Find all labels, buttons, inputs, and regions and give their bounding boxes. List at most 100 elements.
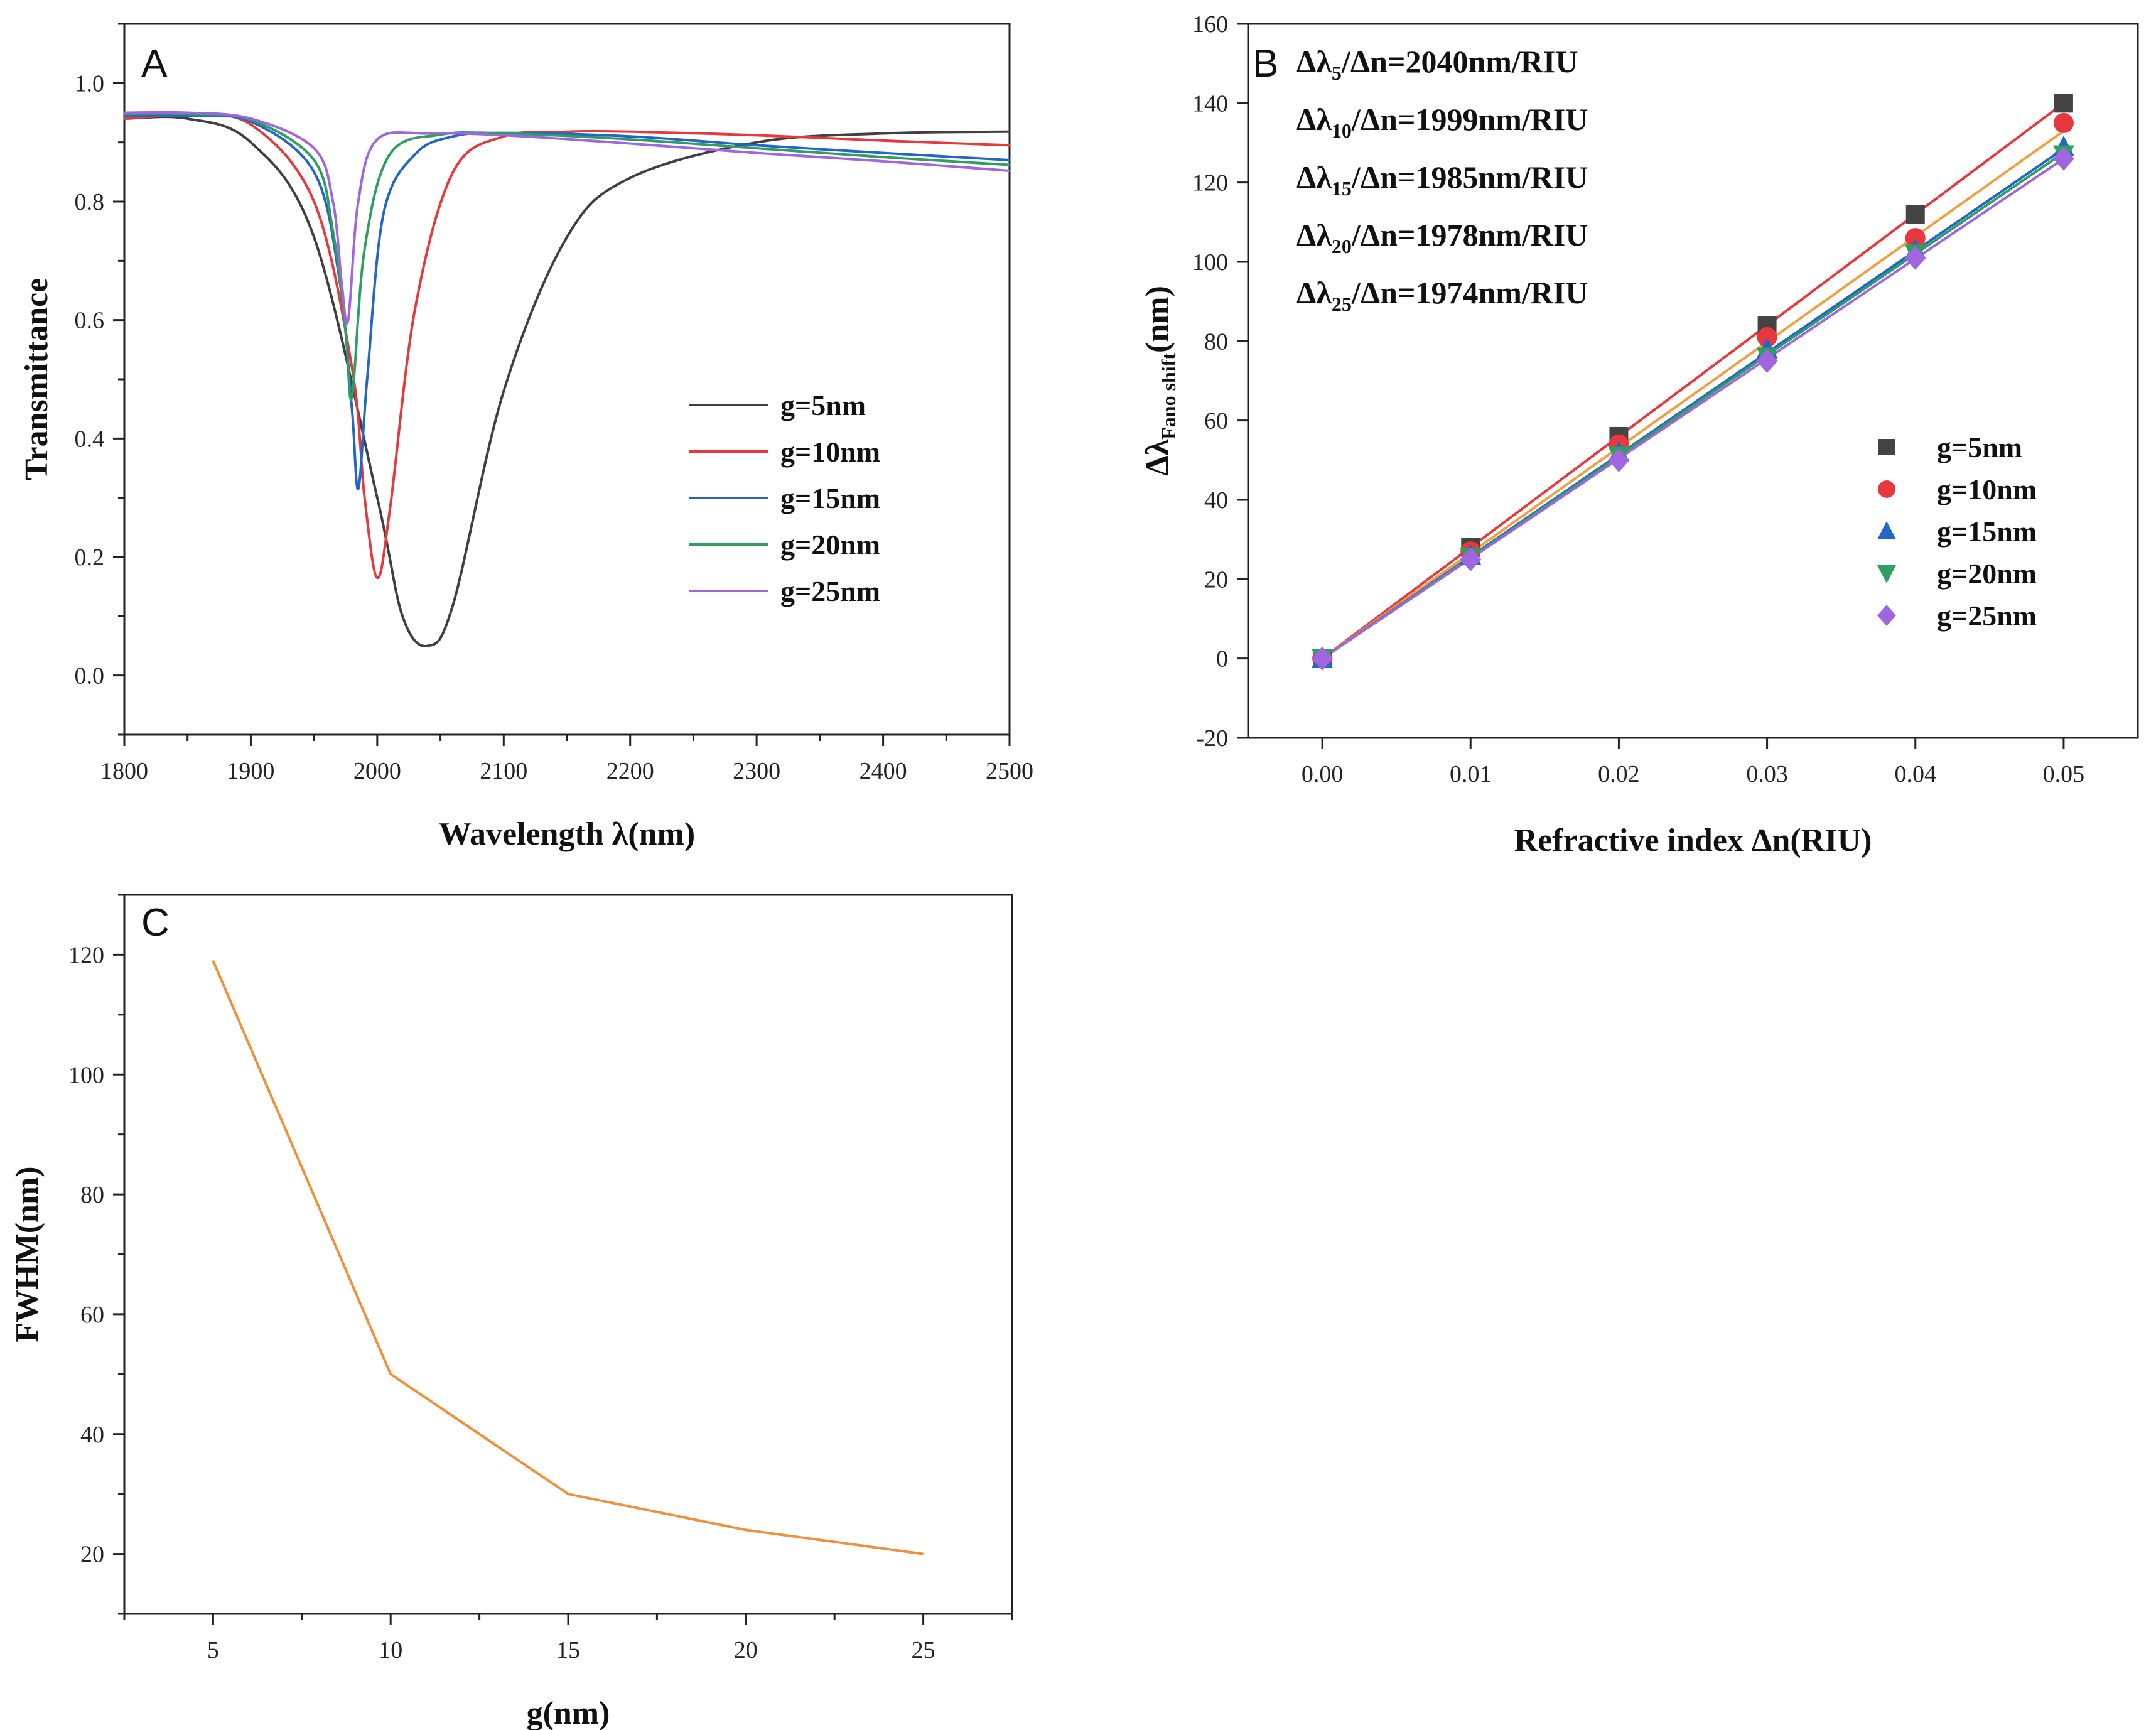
y-tick-label: 80 <box>80 1182 104 1208</box>
legend-label-4: g=20nm <box>780 529 880 561</box>
y-axis-title-sub: Fano shift <box>1157 353 1180 440</box>
x-tick-label: 0.00 <box>1302 761 1344 787</box>
plot-frame <box>123 894 1013 1615</box>
x-tick-label: 0.05 <box>2043 761 2085 787</box>
x-tick-label: 2500 <box>986 758 1033 784</box>
sensitivity-annotation-3: Δλ15/Δn=1985nm/RIU <box>1296 159 1588 200</box>
sensitivity-annotation-2: Δλ10/Δn=1999nm/RIU <box>1296 102 1588 142</box>
annotation-symbol: Δλ <box>1296 102 1332 137</box>
x-tick-label: 0.03 <box>1746 761 1788 787</box>
fit-line-1 <box>1321 102 2065 660</box>
legend-label-2: g=10nm <box>1937 473 2037 505</box>
x-tick-label: 1900 <box>227 758 274 784</box>
x-tick-label: 20 <box>734 1637 758 1663</box>
y-tick-label: -20 <box>1196 725 1228 752</box>
series-line-3 <box>124 114 1010 490</box>
annotation-value: /Δn=1978nm/RIU <box>1351 217 1588 252</box>
y-tick-label: 0 <box>1216 646 1228 673</box>
y-axis-title: ΔλFano shift(nm) <box>1140 286 1180 476</box>
annotation-value: /Δn=2040nm/RIU <box>1341 44 1578 79</box>
y-tick-label: 80 <box>1204 328 1228 355</box>
legend-marker-5 <box>1877 605 1896 626</box>
annotation-symbol: Δλ <box>1296 275 1332 310</box>
y-tick-label: 120 <box>1192 170 1228 197</box>
data-point-2-5 <box>1905 228 1926 249</box>
annotation-symbol: Δλ <box>1296 217 1332 252</box>
data-point-1-5 <box>1905 205 1925 224</box>
panel-b-sensitivity-chart: B 0.00 0.01 0.02 0.03 0.04 0.05 -20 0 20 40 60 80 10… <box>1140 11 2139 858</box>
data-point-1-6 <box>2054 94 2073 113</box>
panel-c-label: C <box>141 901 170 944</box>
x-axis-title: Refractive index Δn(RIU) <box>1514 823 1872 858</box>
x-tick-label: 0.01 <box>1450 761 1492 787</box>
annotation-subscript: 25 <box>1332 293 1352 315</box>
panel-a-label: A <box>141 42 168 85</box>
y-tick-label: 40 <box>1204 487 1228 514</box>
sensitivity-annotation-4: Δλ20/Δn=1978nm/RIU <box>1296 217 1588 257</box>
x-tick-label: 1800 <box>100 758 148 784</box>
y-tick-label: 100 <box>1192 249 1228 276</box>
x-tick-label: 2100 <box>480 758 527 784</box>
fit-line-2 <box>1321 129 2065 660</box>
x-tick-label: 15 <box>556 1637 580 1663</box>
panel-b-label: B <box>1253 42 1278 85</box>
legend-label-5: g=25nm <box>1937 600 2037 632</box>
x-axis-title: g(nm) <box>527 1695 610 1730</box>
fwhm-series-line <box>212 960 924 1555</box>
fit-line-5 <box>1321 158 2065 660</box>
data-point-5-6 <box>2052 146 2074 171</box>
annotation-symbol: Δλ <box>1296 159 1332 195</box>
y-tick-label: 100 <box>68 1062 104 1088</box>
annotation-symbol: Δλ <box>1296 44 1332 79</box>
series-line-4 <box>124 112 1010 401</box>
sensitivity-annotation-1: Δλ5/Δn=2040nm/RIU <box>1296 44 1578 84</box>
x-tick-label: 0.02 <box>1598 761 1640 787</box>
data-point-5-2 <box>1460 547 1482 571</box>
legend-marker-4 <box>1877 565 1896 583</box>
x-tick-label: 5 <box>207 1637 219 1663</box>
y-tick-label: 140 <box>1192 90 1228 117</box>
x-tick-label: 2000 <box>353 758 401 784</box>
annotation-subscript: 15 <box>1332 177 1352 200</box>
y-tick-label: 0.4 <box>75 426 105 452</box>
sensitivity-annotation-5: Δλ25/Δn=1974nm/RIU <box>1296 275 1588 315</box>
legend-label-1: g=5nm <box>1937 431 2022 463</box>
y-tick-label: 120 <box>68 942 104 968</box>
x-tick-label: 2200 <box>606 758 654 784</box>
legend-label-3: g=15nm <box>1937 516 2037 548</box>
y-tick-label: 60 <box>80 1302 104 1328</box>
legend-label-4: g=20nm <box>1937 558 2037 590</box>
y-tick-label: 160 <box>1192 11 1228 38</box>
x-tick-label: 2300 <box>733 758 780 784</box>
data-point-2-6 <box>2053 112 2074 133</box>
panel-c-fwhm-chart: C 5 10 15 20 25 20 40 60 80 100 120 g(nm) FWHM(nm) <box>9 894 1013 1730</box>
annotation-value: /Δn=1985nm/RIU <box>1351 159 1588 195</box>
y-tick-label: 20 <box>1204 566 1228 593</box>
y-tick-label: 40 <box>80 1422 104 1448</box>
annotation-subscript: 20 <box>1332 235 1352 257</box>
y-axis-title-unit: (nm) <box>1140 286 1175 353</box>
data-point-5-1 <box>1312 646 1334 671</box>
y-axis-title: Transmittance <box>19 278 55 481</box>
annotation-subscript: 5 <box>1332 62 1342 84</box>
legend-marker-1 <box>1878 439 1895 455</box>
y-axis-title-main: Δλ <box>1140 439 1175 476</box>
y-tick-label: 60 <box>1204 408 1228 435</box>
data-point-2-4 <box>1757 327 1777 348</box>
x-tick-label: 10 <box>379 1637 402 1663</box>
x-tick-label: 25 <box>912 1637 935 1663</box>
y-tick-label: 0.6 <box>75 308 105 334</box>
series-line-5 <box>124 111 1010 325</box>
series-line-1 <box>124 116 1010 647</box>
y-tick-label: 0.8 <box>75 189 105 215</box>
data-point-5-4 <box>1756 349 1778 373</box>
y-axis-title: FWHM(nm) <box>9 1166 45 1342</box>
legend-marker-3 <box>1877 521 1896 539</box>
data-point-5-5 <box>1904 246 1926 270</box>
annotation-subscript: 10 <box>1332 119 1352 142</box>
panel-a-transmittance-chart: A 1800 1900 2000 2100 2200 2300 2400 2500 0.0 0.2… <box>19 23 1033 852</box>
x-tick-label: 2400 <box>860 758 907 784</box>
annotation-value: /Δn=1974nm/RIU <box>1351 275 1588 310</box>
legend-label-3: g=15nm <box>780 482 880 514</box>
